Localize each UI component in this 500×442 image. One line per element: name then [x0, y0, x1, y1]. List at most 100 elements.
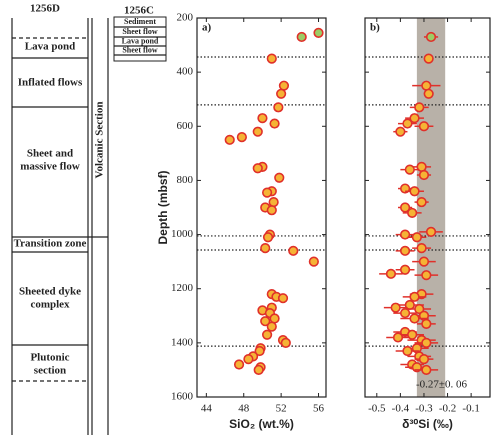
data-point [416, 243, 427, 254]
data-point [262, 329, 273, 340]
x-tick-label: -0.3 [415, 403, 433, 415]
data-point [266, 321, 277, 332]
data-point [425, 31, 437, 43]
data-point [395, 126, 406, 137]
y-tick-label: 200 [177, 12, 194, 24]
data-point [260, 316, 271, 327]
unit-label: Transition zone [14, 238, 87, 250]
data-point [425, 226, 437, 237]
data-point [243, 354, 254, 365]
unit-label: Plutonic section [30, 351, 69, 376]
y-tick-label: 1000 [171, 228, 194, 240]
data-point [416, 196, 427, 208]
data-point [277, 293, 289, 304]
data-point [260, 243, 271, 254]
data-point [253, 364, 264, 376]
unit-label: Sheeted dyke complex [19, 285, 81, 310]
x-axis-label: SiO₂ (wt.%) [229, 417, 294, 431]
data-point [236, 132, 247, 143]
data-point [399, 229, 411, 240]
data-point [266, 53, 277, 64]
unit-label: Lava pond [25, 41, 75, 53]
data-point [421, 80, 432, 91]
column-title: 1256C [124, 5, 154, 17]
data-point [399, 245, 411, 256]
data-point [262, 187, 273, 198]
data-point [233, 359, 245, 370]
x-tick-label: 44 [201, 403, 213, 415]
core-c-unit: Sheet flow [122, 45, 158, 54]
data-point [399, 307, 411, 319]
data-point [308, 256, 319, 267]
data-point [402, 345, 413, 357]
data-point [418, 354, 430, 365]
core-c-unit: Lava pond [122, 36, 159, 45]
data-point [399, 264, 411, 275]
side-label: Volcanic Section [94, 102, 106, 179]
y-tick-label: 1200 [171, 282, 194, 294]
panel-label: a) [202, 22, 212, 34]
x-tick-label: -0.5 [368, 403, 386, 415]
data-point [411, 232, 422, 243]
data-point [224, 134, 235, 145]
data-point [278, 80, 290, 91]
data-point [252, 163, 263, 174]
data-point [409, 186, 420, 197]
data-point [423, 53, 434, 64]
column-title: 1256D [30, 3, 60, 15]
data-point [385, 268, 397, 279]
data-point [421, 318, 432, 330]
data-point [390, 302, 401, 313]
annotation: -0.27±0. 06 [416, 379, 467, 391]
reference-band [416, 18, 446, 397]
data-point [257, 113, 268, 124]
x-tick-label: 48 [238, 403, 250, 415]
data-point [414, 303, 425, 315]
data-point [414, 102, 425, 113]
y-tick-label: 400 [177, 66, 194, 78]
core-c-unit: Sediment [124, 17, 156, 26]
data-point [409, 113, 420, 124]
data-point [418, 169, 430, 181]
y-tick-label: 600 [177, 120, 194, 132]
data-point [313, 27, 324, 38]
data-point [392, 332, 404, 343]
data-point [296, 31, 307, 43]
data-point [274, 172, 285, 183]
data-point [276, 88, 287, 99]
data-point [268, 196, 279, 208]
data-point [269, 118, 280, 129]
unit-label: Sheet and massive flow [20, 147, 80, 172]
data-point [269, 313, 280, 324]
data-point [407, 207, 418, 219]
plot-frame [364, 17, 491, 398]
unit-label: Inflated flows [18, 77, 83, 89]
core-c-box [113, 16, 167, 62]
data-point [423, 88, 434, 99]
lithology-column: 1256D 1256C Volcanic Section [11, 3, 167, 435]
core-c-unit: Sheet flow [122, 27, 158, 36]
data-point [254, 345, 265, 357]
data-point [421, 364, 432, 376]
x-tick-label: -0.4 [392, 403, 410, 415]
x-tick-label: -0.2 [439, 403, 456, 415]
data-point [407, 329, 418, 340]
y-axis-label: Depth (mbsf) [156, 171, 170, 245]
data-point [402, 118, 413, 129]
data-point [409, 313, 420, 324]
data-point [421, 270, 432, 281]
data-point [418, 121, 430, 132]
data-point [252, 126, 263, 137]
data-point [262, 232, 274, 243]
data-point [288, 245, 299, 256]
y-tick-label: 1600 [171, 391, 194, 403]
y-tick-label: 1400 [171, 336, 194, 348]
data-point [421, 337, 432, 348]
data-point [266, 205, 277, 216]
data-point [418, 256, 430, 267]
x-tick-label: 56 [313, 403, 325, 415]
x-tick-label: 52 [276, 403, 287, 415]
y-tick-label: 800 [177, 174, 194, 186]
plot-frame [196, 17, 327, 398]
